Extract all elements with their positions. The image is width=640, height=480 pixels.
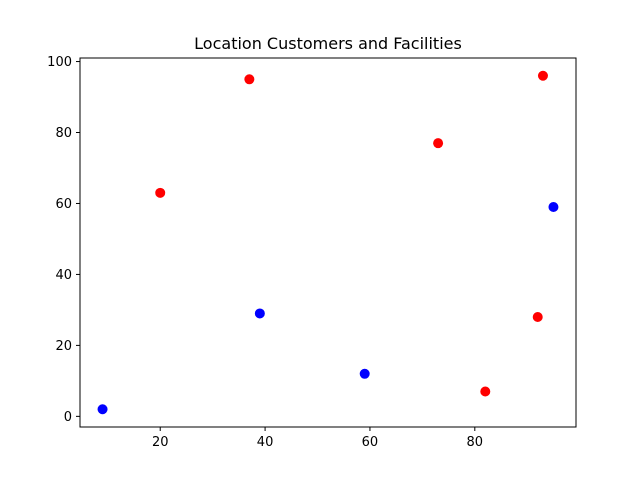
x-tick-label: 60: [362, 435, 379, 450]
data-point: [480, 386, 491, 397]
x-tick-label: 20: [152, 435, 169, 450]
data-point: [244, 74, 255, 85]
data-point: [433, 138, 444, 149]
axis-ticks: 20 40 60 80 0 20 40 60 80 100: [47, 55, 483, 450]
data-points: [97, 70, 559, 415]
data-point: [155, 187, 166, 198]
data-point: [254, 308, 265, 319]
data-point: [532, 312, 543, 323]
y-tick-label: 40: [55, 268, 72, 283]
data-point: [97, 404, 108, 415]
chart-title: Location Customers and Facilities: [194, 34, 462, 53]
x-tick-label: 40: [257, 435, 274, 450]
data-point: [359, 368, 370, 379]
y-tick-label: 20: [55, 339, 72, 354]
y-tick-label: 80: [55, 126, 72, 141]
data-point: [537, 70, 548, 81]
y-tick-label: 60: [55, 197, 72, 212]
data-point: [548, 202, 559, 213]
x-tick-label: 80: [467, 435, 484, 450]
y-tick-label: 0: [64, 410, 72, 425]
axes-frame: [79, 57, 577, 428]
y-tick-label: 100: [47, 55, 72, 70]
